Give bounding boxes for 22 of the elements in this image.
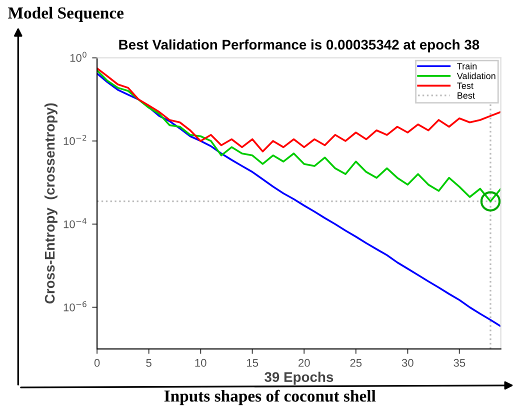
text: Model Sequence <box>8 6 124 22</box>
y-tick-label: 10$^{−4}$ <box>64 218 86 228</box>
legend-label: Train <box>457 62 477 70</box>
ref-line-label: Best <box>458 92 475 99</box>
x-tick-label: 25 <box>350 358 362 367</box>
x-tick-label: 35 <box>454 358 466 367</box>
x-tick-label: 10 <box>195 358 206 367</box>
y-tick-label: 10$^{−6}$ <box>64 301 86 312</box>
y-axis-title: Cross-Entropy (crossentropy) <box>44 103 58 304</box>
x-tick-label: 0 <box>94 358 100 367</box>
legend-label: Test <box>457 82 474 89</box>
y-tick-label: 10$^{−2}$ <box>64 134 86 146</box>
x-tick-label: 30 <box>402 358 414 367</box>
line-series <box>97 72 501 328</box>
chart-title: Best Validation Performance is 0.00035342 at epoch 38 <box>119 39 480 52</box>
x-tick-label: 20 <box>298 358 310 367</box>
x-tick-label: 15 <box>247 359 258 367</box>
legend-label: Validation <box>456 72 496 80</box>
x-tick-label: 5 <box>146 359 152 367</box>
y-tick-label: 10$^{0}$ <box>70 52 86 62</box>
x-axis-title: 39 Epochs <box>264 372 334 385</box>
text: Inputs shapes of coconut shell <box>164 390 376 406</box>
